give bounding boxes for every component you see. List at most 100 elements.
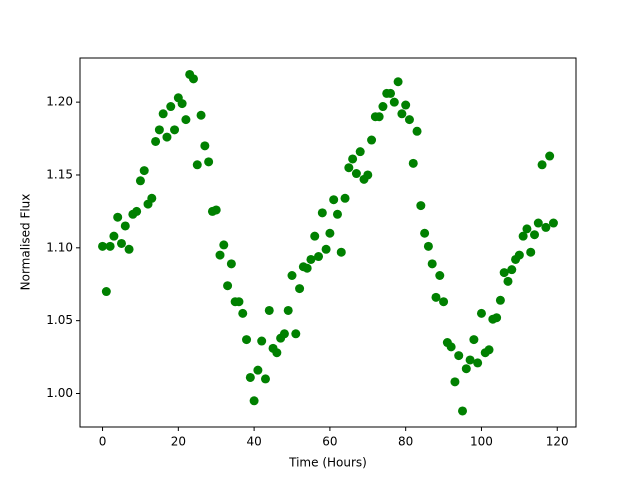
point <box>105 241 115 251</box>
point <box>132 206 142 216</box>
point <box>408 158 418 168</box>
point <box>431 292 441 302</box>
point <box>495 295 505 305</box>
point <box>257 336 267 346</box>
point <box>166 102 176 112</box>
x-tick-label: 60 <box>322 435 337 449</box>
point <box>446 342 456 352</box>
point <box>344 163 354 173</box>
point <box>204 157 214 167</box>
point <box>314 252 324 262</box>
point <box>548 218 558 228</box>
point <box>522 224 532 234</box>
point <box>162 132 172 142</box>
point <box>154 125 164 135</box>
x-tick-label: 40 <box>246 435 261 449</box>
point <box>101 287 111 297</box>
point <box>287 270 297 280</box>
x-tick-label: 0 <box>99 435 107 449</box>
y-tick-label: 1.15 <box>46 167 73 181</box>
point <box>526 247 536 257</box>
y-tick-label: 1.20 <box>46 95 73 109</box>
point <box>295 284 305 294</box>
y-tick-label: 1.10 <box>46 240 73 254</box>
point <box>302 263 312 273</box>
point <box>363 170 373 180</box>
point <box>223 281 233 291</box>
point <box>427 259 437 269</box>
point <box>393 77 403 87</box>
point <box>367 135 377 145</box>
x-tick-label: 120 <box>546 435 569 449</box>
point <box>348 154 358 164</box>
point <box>253 365 263 375</box>
y-axis-label: Normalised Flux <box>19 194 33 291</box>
point <box>170 125 180 135</box>
point <box>351 169 361 179</box>
point <box>249 396 259 406</box>
point <box>404 115 414 125</box>
point <box>465 355 475 365</box>
point <box>196 110 206 120</box>
point <box>514 250 524 260</box>
point <box>533 218 543 228</box>
point <box>340 193 350 203</box>
point <box>291 329 301 339</box>
point <box>158 109 168 119</box>
point <box>188 74 198 84</box>
point <box>378 102 388 112</box>
point <box>518 231 528 241</box>
point <box>507 265 517 275</box>
point <box>476 308 486 318</box>
point <box>416 201 426 211</box>
point <box>461 364 471 374</box>
point <box>545 151 555 161</box>
point <box>484 345 494 355</box>
point <box>473 358 483 368</box>
point <box>283 305 293 315</box>
x-tick-label: 100 <box>470 435 493 449</box>
point <box>450 377 460 387</box>
point <box>458 406 468 416</box>
point <box>238 308 248 318</box>
point <box>332 209 342 219</box>
point <box>139 166 149 176</box>
plot-frame <box>79 57 577 428</box>
point <box>389 97 399 107</box>
point <box>113 212 123 222</box>
point <box>317 208 327 218</box>
point <box>469 335 479 345</box>
point <box>454 351 464 361</box>
point <box>321 244 331 254</box>
point <box>245 372 255 382</box>
point <box>397 109 407 119</box>
point <box>420 228 430 238</box>
y-tick-label: 1.00 <box>46 386 73 400</box>
point <box>530 230 540 240</box>
point <box>211 205 221 215</box>
point <box>226 259 236 269</box>
point <box>329 195 339 205</box>
point <box>439 297 449 307</box>
point <box>306 254 316 264</box>
point <box>215 250 225 260</box>
x-tick-label: 20 <box>171 435 186 449</box>
point <box>423 241 433 251</box>
point <box>135 176 145 186</box>
point <box>124 244 134 254</box>
point <box>401 100 411 110</box>
point <box>181 115 191 125</box>
y-tick-label: 1.05 <box>46 313 73 327</box>
point <box>147 193 157 203</box>
point <box>234 297 244 307</box>
point <box>192 160 202 170</box>
point <box>492 313 502 323</box>
point <box>386 88 396 98</box>
point <box>242 335 252 345</box>
point <box>537 160 547 170</box>
point <box>499 268 509 278</box>
point <box>355 147 365 157</box>
x-axis-label: Time (Hours) <box>288 456 367 470</box>
